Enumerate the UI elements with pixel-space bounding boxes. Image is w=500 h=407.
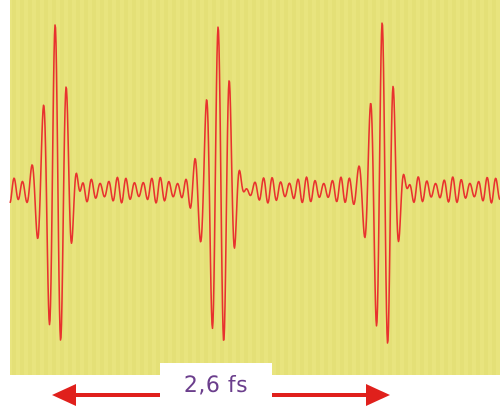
period-arrow-head-left: [52, 384, 76, 406]
period-arrow-head-right: [366, 384, 390, 406]
pulse-train-waveform: [9, 22, 500, 344]
period-label: 2,6 fs: [160, 363, 272, 407]
plot-background: [10, 0, 500, 375]
